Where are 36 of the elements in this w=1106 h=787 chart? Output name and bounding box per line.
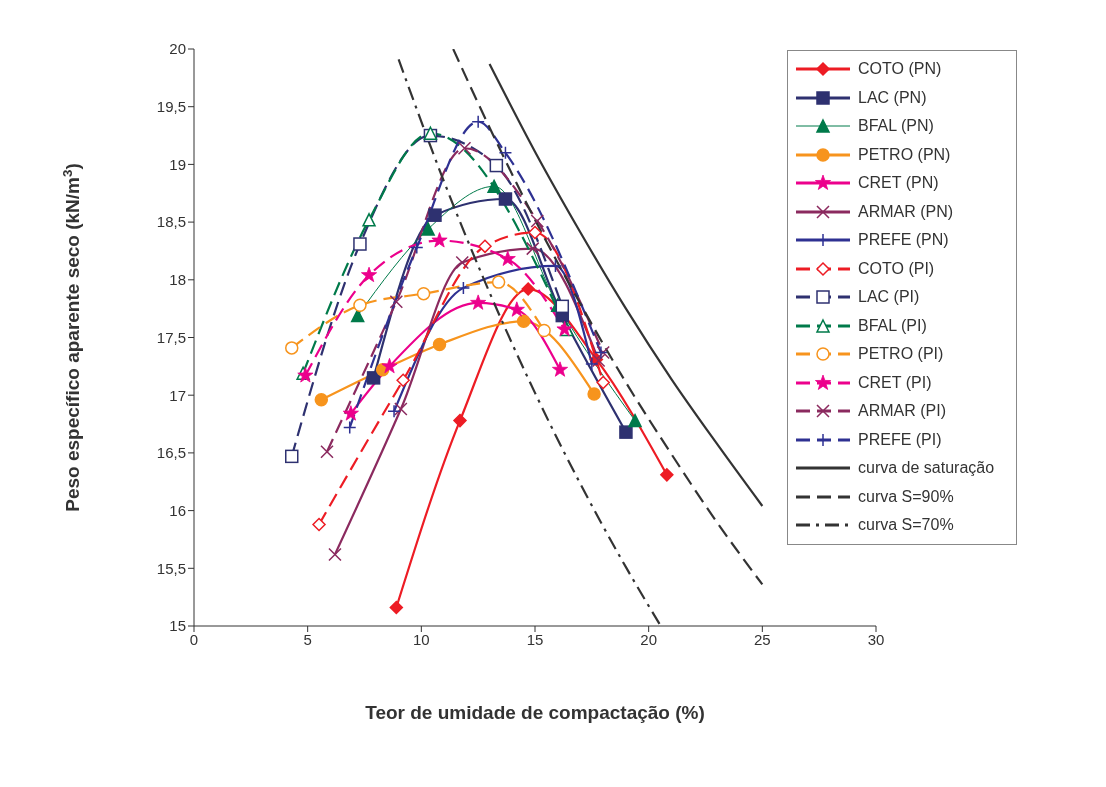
legend-label: COTO (PN) (858, 60, 942, 79)
x-tick-label: 25 (753, 630, 771, 648)
y-tick-label: 17,5 (156, 328, 186, 346)
x-axis-title: Teor de umidade de compactação (%) (365, 702, 705, 724)
legend-label: CRET (PN) (858, 174, 939, 193)
legend-label: CRET (PI) (858, 373, 932, 392)
y-tick-label: 18 (169, 271, 186, 289)
x-tick-label: 20 (640, 630, 658, 648)
legend-label: PREFE (PI) (858, 430, 942, 449)
x-tick-label: 0 (189, 630, 199, 648)
x-tick-label: 30 (867, 630, 885, 648)
legend-label: ARMAR (PN) (858, 202, 954, 221)
legend-label: PETRO (PN) (858, 145, 951, 164)
y-tick-label: 19,5 (156, 98, 186, 116)
legend-label: BFAL (PI) (858, 316, 927, 335)
y-tick-label: 16 (169, 501, 186, 519)
legend-label: BFAL (PN) (858, 117, 934, 136)
legend-label: ARMAR (PI) (858, 402, 946, 421)
y-tick-label: 16,5 (156, 444, 186, 462)
x-tick-label: 15 (526, 630, 544, 648)
y-tick-label: 20 (169, 40, 186, 58)
legend-label: PETRO (PI) (858, 345, 944, 364)
y-tick-label: 18,5 (156, 213, 186, 231)
y-tick-label: 17 (169, 386, 186, 404)
legend-label: COTO (PI) (858, 259, 935, 278)
x-tick-label: 5 (303, 630, 312, 648)
legend-label: LAC (PI) (858, 288, 920, 307)
x-tick-label: 10 (412, 630, 430, 648)
legend-label: curva S=90% (858, 487, 954, 506)
legend-label: curva de saturação (858, 459, 995, 478)
y-tick-label: 19 (169, 155, 186, 173)
y-tick-label: 15 (169, 617, 186, 635)
legend-label: curva S=70% (858, 516, 954, 535)
legend-label: PREFE (PN) (858, 231, 949, 250)
y-tick-label: 15,5 (156, 559, 186, 577)
legend-label: LAC (PN) (858, 88, 927, 107)
